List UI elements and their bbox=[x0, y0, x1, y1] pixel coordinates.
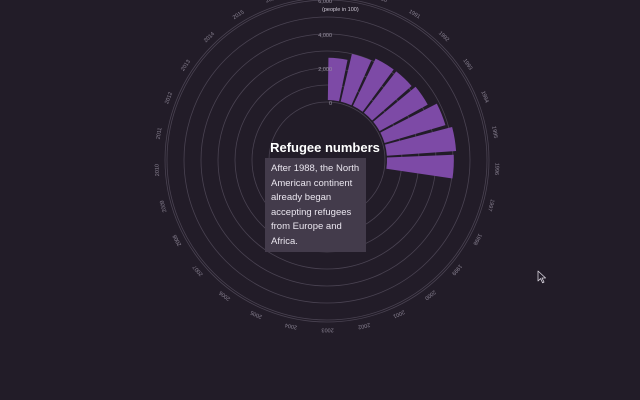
year-label-2011: 2011 bbox=[156, 127, 164, 140]
year-label-2000: 2000 bbox=[423, 289, 436, 301]
year-label-2007: 2007 bbox=[192, 264, 205, 277]
bar-1993[interactable] bbox=[373, 86, 428, 132]
year-label-2014: 2014 bbox=[203, 31, 216, 44]
radial-tick-2-000: 2,000 bbox=[318, 67, 332, 73]
year-label-2016: 2016 bbox=[265, 0, 279, 5]
bar-1990[interactable] bbox=[340, 53, 372, 106]
year-label-1992: 1992 bbox=[437, 30, 450, 43]
bar-1989[interactable] bbox=[327, 57, 348, 102]
grid-ring-outer bbox=[164, 0, 490, 323]
grid-ring bbox=[183, 16, 471, 304]
radial-tick-labels: 0 2,000 4,000 6,000 (people in 100) bbox=[318, 0, 359, 107]
unit-label: (people in 100) bbox=[322, 7, 359, 13]
year-label-2003: 2003 bbox=[321, 327, 333, 333]
year-label-2006: 2006 bbox=[218, 289, 231, 301]
year-label-2001: 2001 bbox=[392, 308, 406, 319]
year-label-1996: 1996 bbox=[493, 163, 500, 176]
year-label-1993: 1993 bbox=[461, 58, 473, 72]
year-label-2002: 2002 bbox=[357, 321, 370, 330]
year-label-1990: 1990 bbox=[374, 0, 388, 4]
radial-tick-4-000: 4,000 bbox=[318, 33, 332, 39]
year-labels: 1989199019911992199319941995199619971998… bbox=[154, 0, 499, 333]
year-label-1998: 1998 bbox=[471, 232, 482, 246]
year-label-2010: 2010 bbox=[154, 164, 161, 177]
year-label-1997: 1997 bbox=[486, 198, 495, 211]
bar-1996[interactable] bbox=[386, 154, 454, 179]
grid-ring bbox=[166, 0, 488, 321]
annotation-text: After 1988, the North American continent… bbox=[271, 163, 360, 247]
radial-tick-0: 0 bbox=[329, 101, 332, 107]
bars-group bbox=[327, 53, 457, 179]
year-label-2015: 2015 bbox=[232, 10, 246, 22]
radial-tick-6-000: 6,000 bbox=[318, 0, 332, 5]
year-label-2005: 2005 bbox=[250, 309, 264, 320]
mouse-cursor-icon bbox=[537, 270, 546, 284]
year-label-2012: 2012 bbox=[164, 91, 174, 105]
year-label-2004: 2004 bbox=[285, 321, 298, 329]
year-label-1994: 1994 bbox=[479, 90, 489, 104]
year-label-2009: 2009 bbox=[159, 199, 168, 212]
bar-1991[interactable] bbox=[352, 58, 394, 112]
bar-1992[interactable] bbox=[363, 71, 412, 121]
bar-1994[interactable] bbox=[380, 103, 446, 144]
year-label-1999: 1999 bbox=[450, 263, 462, 276]
chart-title: Refugee numbers bbox=[270, 140, 380, 155]
year-label-1995: 1995 bbox=[490, 126, 498, 139]
year-label-2013: 2013 bbox=[180, 59, 192, 73]
year-label-1991: 1991 bbox=[408, 9, 422, 20]
bar-1995[interactable] bbox=[385, 126, 457, 156]
year-label-2008: 2008 bbox=[172, 233, 183, 247]
annotation-tooltip: After 1988, the North American continent… bbox=[265, 158, 366, 252]
